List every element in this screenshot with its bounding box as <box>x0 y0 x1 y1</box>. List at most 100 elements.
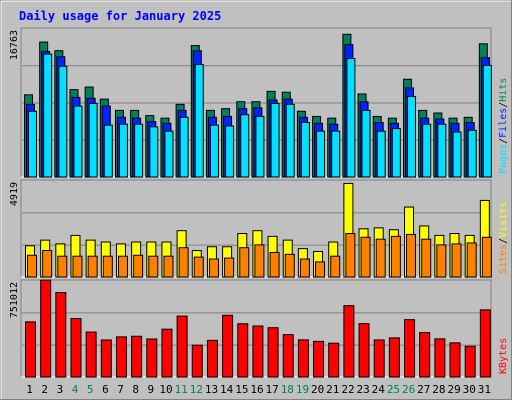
kbytes-bar <box>343 305 355 378</box>
x-tick-label: 6 <box>102 383 109 396</box>
kbytes-bar <box>176 315 188 378</box>
pages-bar <box>194 64 204 178</box>
kbytes-bar <box>161 328 173 378</box>
x-tick-label: 15 <box>235 383 248 396</box>
axis-max-label: 751012 <box>9 282 20 318</box>
pages-bar <box>467 129 477 178</box>
sites-bar <box>163 255 174 278</box>
pages-bar <box>88 102 98 178</box>
sites-bar <box>360 236 371 278</box>
kbytes-bar <box>297 339 309 378</box>
kbytes-bar <box>191 344 203 378</box>
sites-bar <box>178 247 189 278</box>
x-tick-label: 22 <box>341 383 354 396</box>
kbytes-bar <box>313 340 325 378</box>
legend-entry: Visits <box>498 202 509 238</box>
sites-bar <box>239 247 250 278</box>
kbytes-bar <box>85 331 97 378</box>
pages-bar <box>376 130 386 178</box>
legend-entry: Hits <box>498 78 509 102</box>
kbytes-bar <box>146 338 158 378</box>
kbytes-bar <box>70 318 82 378</box>
pages-bar <box>255 115 265 178</box>
pages-bar <box>361 109 371 178</box>
pages-bar <box>331 130 341 178</box>
kbytes-bar <box>358 323 370 378</box>
x-tick-label: 20 <box>311 383 324 396</box>
kbytes-bar <box>206 339 218 378</box>
pages-bar <box>209 124 219 178</box>
kbytes-panel: 751012 KBytes <box>9 279 509 378</box>
kbytes-bar <box>222 314 234 378</box>
kbytes-bar <box>237 323 249 378</box>
sites-bar <box>345 233 356 278</box>
sites-bar <box>299 258 310 278</box>
pages-bar <box>407 96 417 178</box>
legend: KBytes <box>498 338 509 374</box>
sites-bar <box>117 255 128 278</box>
sites-bar <box>87 255 98 278</box>
sites-bar <box>269 251 280 278</box>
kbytes-bar <box>267 327 279 378</box>
x-tick-label: 18 <box>281 383 294 396</box>
pages-bar <box>149 126 159 178</box>
x-tick-label: 7 <box>117 383 124 396</box>
kbytes-bar <box>373 339 385 378</box>
visits-panel: 4919 Sites/Visits <box>9 179 509 278</box>
legend-entry: Files <box>498 108 509 138</box>
chart-title: Daily usage for January 2025 <box>19 9 221 23</box>
sites-bar <box>406 233 417 278</box>
pages-bar <box>134 123 144 178</box>
kbytes-bar <box>328 342 340 378</box>
sites-bar <box>133 254 144 278</box>
pages-bar <box>346 57 356 178</box>
kbytes-bar <box>419 332 431 378</box>
x-tick-label: 29 <box>447 383 460 396</box>
kbytes-bar <box>434 338 446 378</box>
sites-bar <box>254 244 265 278</box>
axis-max-label: 16763 <box>9 30 20 60</box>
sites-bar <box>208 258 219 278</box>
pages-bar <box>118 123 128 178</box>
kbytes-bar <box>115 336 127 378</box>
x-tick-label: 19 <box>296 383 309 396</box>
pages-bar <box>73 105 83 178</box>
pages-bar <box>300 122 310 178</box>
x-tick-label: 5 <box>87 383 94 396</box>
x-tick-label: 25 <box>387 383 400 396</box>
x-tick-label: 1 <box>26 383 33 396</box>
pages-bar <box>422 123 432 178</box>
x-tick-label: 21 <box>326 383 339 396</box>
legend-entry: KBytes <box>498 338 509 374</box>
sites-bar <box>42 250 53 278</box>
pages-bar <box>482 64 492 178</box>
kbytes-bar <box>404 319 416 378</box>
kbytes-bar <box>479 309 491 378</box>
sites-bar <box>72 255 83 278</box>
x-tick-label: 28 <box>432 383 445 396</box>
kbytes-bar <box>55 292 67 378</box>
sites-bar <box>375 238 386 278</box>
sites-bar <box>315 261 326 278</box>
pages-bar <box>270 102 280 178</box>
pages-bar <box>58 65 68 178</box>
legend-entry: Sites <box>498 244 509 274</box>
kbytes-bar <box>282 334 294 378</box>
kbytes-bar <box>131 335 143 378</box>
kbytes-bar <box>388 337 400 378</box>
pages-bar <box>316 130 326 178</box>
kbytes-bar <box>100 339 112 378</box>
pages-bar <box>240 114 250 178</box>
pages-bar <box>437 123 447 178</box>
x-tick-label: 12 <box>190 383 203 396</box>
sites-bar <box>481 236 492 278</box>
x-tick-label: 13 <box>205 383 218 396</box>
legend-entry: / <box>498 102 509 108</box>
x-tick-label: 30 <box>463 383 476 396</box>
x-tick-label: 4 <box>72 383 79 396</box>
pages-bar <box>452 131 462 178</box>
kbytes-bar <box>464 345 476 378</box>
x-tick-label: 17 <box>266 383 279 396</box>
